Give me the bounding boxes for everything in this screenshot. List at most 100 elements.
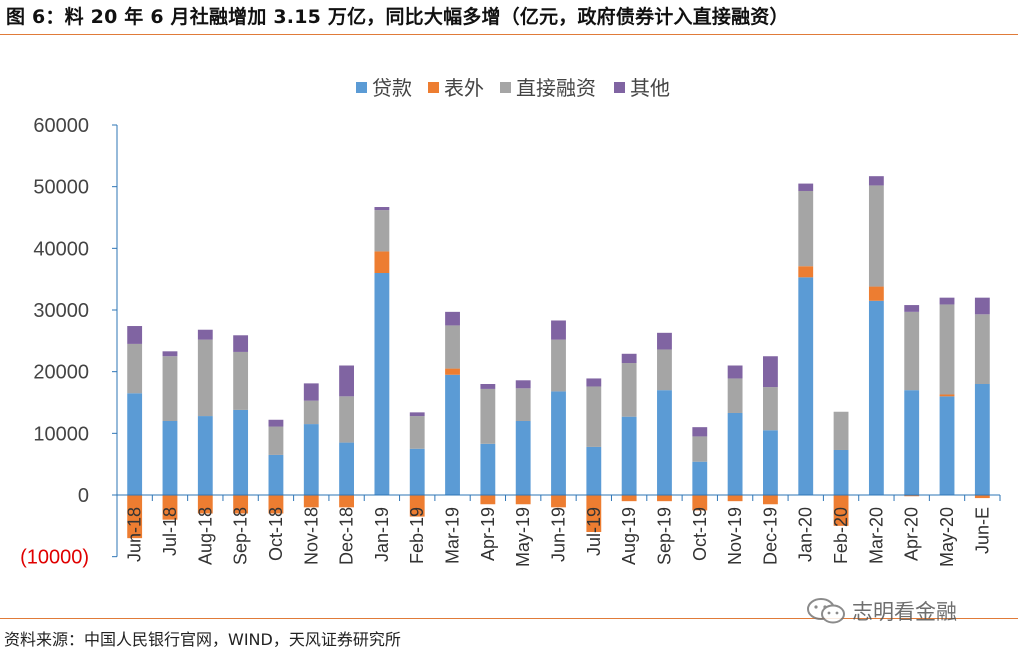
y-tick-label: 30000 xyxy=(33,300,89,322)
stacked-bar-chart: 贷款 表外 直接融资 其他 60000 50000 40000 30000 20000 1000… xyxy=(20,76,1001,569)
bar-其他-jun-19 xyxy=(551,320,566,340)
bar-贷款-may-20 xyxy=(939,396,955,495)
bar-表外-jun-e xyxy=(974,495,990,499)
bar-表外-feb-20 xyxy=(833,495,849,526)
bar-贷款-sep-18 xyxy=(233,409,249,495)
x-tick-label: Nov-19 xyxy=(725,507,745,565)
legend-swatch-表外 xyxy=(428,82,439,93)
title-divider xyxy=(0,34,1018,35)
bar-贷款-jul-19 xyxy=(586,446,602,495)
x-tick-label: Feb-19 xyxy=(407,507,427,564)
bar-其他-may-19 xyxy=(515,380,531,389)
chart-legend: 贷款 表外 直接融资 其他 xyxy=(356,76,670,100)
bar-其他-dec-19 xyxy=(763,356,778,388)
bar-直接融资-nov-19 xyxy=(727,378,743,413)
bar-其他-sep-18 xyxy=(233,335,249,352)
bar-其他-apr-19 xyxy=(480,384,496,389)
bar-直接融资-feb-19 xyxy=(409,416,425,449)
bar-表外-dec-19 xyxy=(763,495,778,505)
bar-直接融资-may-19 xyxy=(515,388,531,421)
x-tick-label: May-19 xyxy=(513,507,533,567)
x-tick-label: Jun-18 xyxy=(125,507,145,562)
bar-表外-jul-19 xyxy=(586,495,602,532)
bar-表外-mar-20 xyxy=(868,286,884,301)
bar-表外-nov-19 xyxy=(727,495,743,502)
x-tick-label: Jan-20 xyxy=(796,507,816,562)
bar-表外-mar-19 xyxy=(445,368,460,375)
x-tick-label: Oct-18 xyxy=(266,507,286,561)
source-note: 资料来源：中国人民银行官网，WIND，天风证券研究所 xyxy=(4,630,401,649)
bar-贷款-jul-18 xyxy=(162,421,178,495)
bar-贷款-mar-19 xyxy=(445,374,460,495)
bar-其他-feb-19 xyxy=(409,412,425,417)
x-tick-label: May-20 xyxy=(937,507,957,567)
bar-直接融资-mar-20 xyxy=(868,185,884,287)
y-tick-label: 0 xyxy=(78,485,89,507)
x-tick-label: Jul-18 xyxy=(160,507,180,556)
figure-title: 图 6：料 20 年 6 月社融增加 3.15 万亿，同比大幅多增（亿元，政府债… xyxy=(6,6,789,28)
bar-贷款-jun-e xyxy=(974,384,990,495)
bar-其他-nov-19 xyxy=(727,365,743,379)
bar-其他-jan-20 xyxy=(798,183,814,191)
legend-swatch-贷款 xyxy=(356,82,367,93)
y-tick-label: 20000 xyxy=(33,362,89,384)
bar-贷款-feb-20 xyxy=(833,449,849,495)
x-tick-label: Apr-20 xyxy=(902,507,922,561)
x-tick-label: Jun-E xyxy=(972,507,992,554)
x-tick-label: Mar-19 xyxy=(443,507,463,564)
bar-其他-may-20 xyxy=(939,297,955,305)
bar-直接融资-dec-19 xyxy=(763,387,778,431)
bar-贷款-mar-20 xyxy=(868,300,884,495)
bar-直接融资-sep-18 xyxy=(233,351,249,410)
y-tick-label: 10000 xyxy=(33,423,89,445)
bar-直接融资-jun-18 xyxy=(127,343,143,394)
bar-其他-jul-18 xyxy=(162,351,178,357)
bar-直接融资-jun-e xyxy=(974,314,990,384)
bar-表外-apr-19 xyxy=(480,495,496,505)
legend-swatch-其他 xyxy=(614,82,625,93)
bar-直接融资-jan-20 xyxy=(798,190,814,267)
bar-表外-jun-18 xyxy=(127,495,143,539)
bar-直接融资-aug-18 xyxy=(197,339,213,417)
y-tick-label: (10000) xyxy=(20,547,89,569)
footer-divider xyxy=(0,618,1018,619)
bar-贷款-jun-19 xyxy=(551,391,566,495)
bar-其他-aug-18 xyxy=(197,329,213,340)
y-tick-label: 60000 xyxy=(33,115,89,137)
bar-直接融资-oct-19 xyxy=(692,436,708,462)
x-tick-label: Sep-18 xyxy=(231,507,251,565)
x-tick-label: Dec-18 xyxy=(337,507,357,565)
bar-贷款-dec-18 xyxy=(339,442,354,495)
bar-表外-apr-20 xyxy=(904,495,920,497)
bar-贷款-nov-19 xyxy=(727,412,743,495)
bar-表外-jun-19 xyxy=(551,495,566,508)
bar-表外-dec-18 xyxy=(339,495,354,508)
bar-表外-feb-19 xyxy=(409,495,425,517)
x-tick-label: Nov-18 xyxy=(301,507,321,565)
bar-其他-jun-e xyxy=(974,297,990,315)
bar-直接融资-dec-18 xyxy=(339,396,354,443)
bar-其他-jul-19 xyxy=(586,378,602,387)
x-tick-label: Feb-20 xyxy=(831,507,851,564)
x-tick-label: Aug-18 xyxy=(195,507,215,565)
bar-表外-jan-19 xyxy=(374,251,390,273)
bar-直接融资-jul-18 xyxy=(162,356,178,421)
bar-表外-nov-18 xyxy=(303,495,319,508)
bar-直接融资-oct-18 xyxy=(268,426,284,455)
legend-label-直接融资: 直接融资 xyxy=(516,76,596,100)
bar-直接融资-sep-19 xyxy=(657,349,672,391)
x-tick-label: Aug-19 xyxy=(619,507,639,565)
bar-表外-aug-18 xyxy=(197,495,213,514)
chart-bars xyxy=(127,176,990,539)
chart-axes: 60000 50000 40000 30000 20000 10000 0 (10000) Ju… xyxy=(20,115,1001,569)
bar-其他-mar-20 xyxy=(868,176,884,186)
x-tick-label: Dec-19 xyxy=(760,507,780,565)
bar-贷款-oct-19 xyxy=(692,461,708,495)
bar-直接融资-nov-18 xyxy=(303,400,319,425)
bar-表外-jan-20 xyxy=(798,266,814,278)
bar-直接融资-apr-20 xyxy=(904,311,920,391)
bar-表外-may-19 xyxy=(515,495,531,505)
y-tick-label: 50000 xyxy=(33,177,89,199)
bar-其他-mar-19 xyxy=(445,311,460,326)
bar-贷款-feb-19 xyxy=(409,448,425,495)
